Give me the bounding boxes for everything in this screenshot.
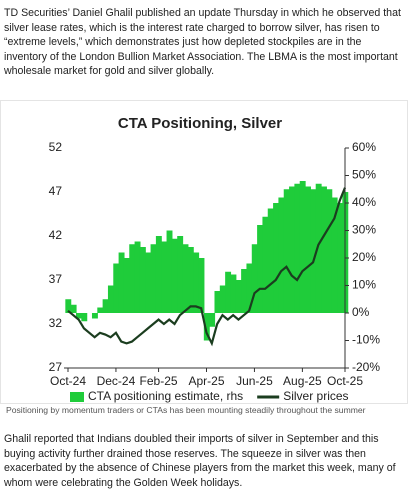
caption: Positioning by momentum traders or CTAs …: [6, 405, 366, 415]
x-tick-label: Oct-24: [50, 374, 86, 388]
area-segment: [246, 263, 253, 313]
x-tick-label: Jun-25: [236, 374, 273, 388]
area-segment: [315, 183, 322, 313]
chart-title: CTA Positioning, Silver: [118, 115, 282, 132]
line: [67, 187, 347, 347]
y2-tick-label: 0%: [352, 305, 370, 319]
area-segment: [187, 247, 194, 313]
area-segment: [251, 244, 258, 313]
area-segment: [225, 271, 232, 313]
legend-swatch: [70, 392, 84, 402]
area-segment: [310, 189, 317, 313]
area-segment: [326, 189, 333, 313]
area-segment: [70, 304, 77, 313]
area-segment: [161, 241, 168, 313]
area-segment: [273, 203, 280, 313]
area-segment: [337, 203, 343, 313]
area-segment: [97, 307, 104, 313]
legend-label: Silver prices: [283, 389, 348, 403]
y2-tick-label: 60%: [352, 140, 376, 154]
area-segment: [102, 299, 109, 313]
area-segment: [331, 197, 338, 313]
area-segment: [182, 244, 189, 313]
area-segment: [262, 216, 269, 313]
x-tick-label: Dec-24: [97, 374, 136, 388]
area-segment: [241, 269, 248, 313]
area-segment: [155, 236, 162, 313]
y2-tick-label: 30%: [352, 223, 376, 237]
y-tick-label: 37: [49, 272, 63, 286]
area-segment: [305, 186, 311, 313]
area-segment: [123, 258, 130, 313]
y-tick-label: 32: [49, 316, 63, 330]
area-segment: [219, 285, 226, 313]
area-segment: [289, 186, 295, 313]
paragraph: TD Securities’ Daniel Ghalil published a…: [4, 7, 401, 78]
area-segment: [294, 183, 301, 313]
area-segment: [278, 197, 285, 313]
y-tick-label: 42: [49, 228, 63, 242]
area-segment: [299, 181, 306, 313]
area-segment: [81, 313, 88, 322]
area-segment: [150, 244, 157, 313]
area-segment: [321, 186, 327, 313]
area-segment: [209, 313, 216, 327]
area-segment: [177, 236, 184, 313]
area-segment: [193, 252, 200, 313]
x-tick-label: Feb-25: [140, 374, 178, 388]
x-tick-label: Oct-25: [327, 374, 363, 388]
area-segment: [257, 225, 264, 313]
legend-label: CTA positioning estimate, rhs: [88, 389, 243, 403]
area-segment: [230, 274, 237, 313]
area-segment: [203, 313, 210, 341]
area-segment: [198, 258, 205, 313]
y2-tick-label: 40%: [352, 195, 376, 209]
paragraph: Ghalil reported that Indians doubled the…: [4, 433, 396, 489]
area-segment: [267, 208, 274, 313]
area-segment: [129, 244, 136, 313]
y2-tick-label: 20%: [352, 250, 376, 264]
y-tick-label: 52: [49, 140, 63, 154]
area-segment: [145, 252, 152, 313]
area-segment: [171, 238, 178, 313]
area-segment: [214, 291, 221, 313]
y2-tick-label: 10%: [352, 278, 376, 292]
y2-tick-label: -10%: [352, 333, 380, 347]
x-tick-label: Apr-25: [188, 374, 224, 388]
area-segment: [65, 299, 72, 313]
area-segment: [118, 252, 125, 313]
area-segment: [283, 189, 290, 313]
y-tick-label: 27: [49, 360, 63, 374]
area-segment: [166, 230, 173, 313]
area-segment: [75, 313, 82, 319]
area-segment: [107, 285, 114, 313]
area-segment: [139, 247, 146, 313]
y-tick-label: 47: [49, 184, 63, 198]
y2-tick-label: -20%: [352, 360, 380, 374]
area-segment: [134, 241, 141, 313]
area-segment: [91, 313, 98, 319]
area-segment: [113, 263, 120, 313]
chart: CTA Positioning, Silver 27 32 37 42 47 52 -20%…: [0, 100, 408, 404]
area-segment: [235, 280, 242, 313]
x-tick-label: Aug-25: [283, 374, 322, 388]
y2-tick-label: 50%: [352, 168, 376, 182]
